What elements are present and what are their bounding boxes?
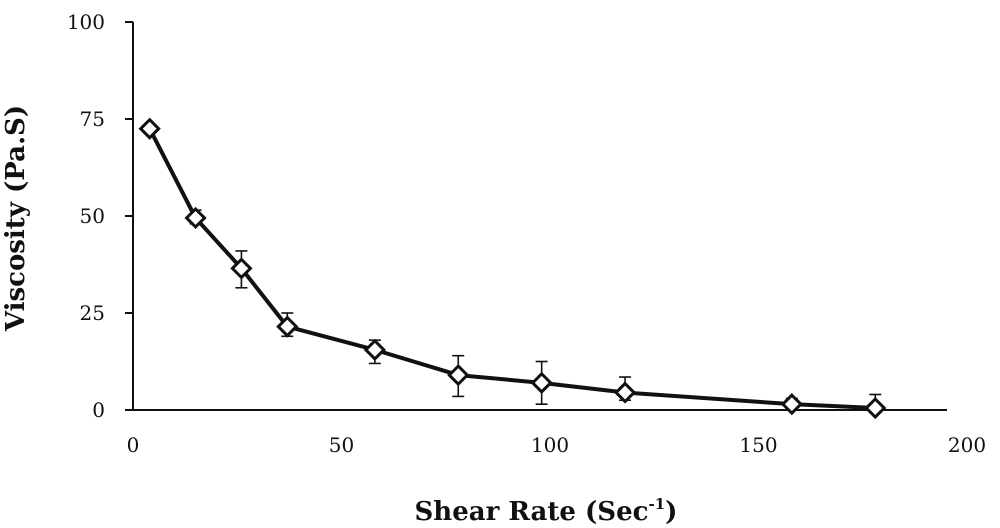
data-point-2 xyxy=(230,257,253,280)
x-tick-label-0: 0 xyxy=(127,433,140,457)
x-tick-label-150: 150 xyxy=(739,433,777,457)
data-point-5 xyxy=(447,363,470,387)
y-tick-label-0: 0 xyxy=(92,398,105,422)
data-point-7 xyxy=(613,381,637,404)
data-point-9 xyxy=(864,396,887,420)
error-bars xyxy=(143,124,882,413)
data-point-4 xyxy=(363,338,386,361)
tick-labels: 0 25 50 75 100 0 50 100 150 200 xyxy=(67,10,986,457)
y-tick-label-25: 25 xyxy=(80,301,105,325)
y-axis-title: Viscosity (Pa.S) xyxy=(1,105,31,332)
x-axis-title-main: Shear Rate (Sec xyxy=(415,497,649,527)
x-tick-label-100: 100 xyxy=(531,433,569,457)
y-tick-label-75: 75 xyxy=(80,107,105,131)
x-tick-label-200: 200 xyxy=(948,433,986,457)
data-point-1 xyxy=(184,206,207,230)
series-line xyxy=(147,127,876,411)
axes xyxy=(125,21,947,411)
data-point-3 xyxy=(276,315,299,338)
x-tick-label-50: 50 xyxy=(329,433,354,457)
y-tick-label-100: 100 xyxy=(67,10,105,34)
data-point-6 xyxy=(530,371,553,394)
x-axis-title-superscript: -1 xyxy=(648,495,665,513)
x-axis-title-close: ) xyxy=(665,497,677,527)
data-point-8 xyxy=(780,393,803,416)
y-tick-label-50: 50 xyxy=(80,204,105,228)
x-axis-title: Shear Rate (Sec-1) xyxy=(415,495,678,527)
markers xyxy=(138,117,887,420)
data-point-0 xyxy=(138,117,161,140)
series-line-group xyxy=(147,127,876,411)
